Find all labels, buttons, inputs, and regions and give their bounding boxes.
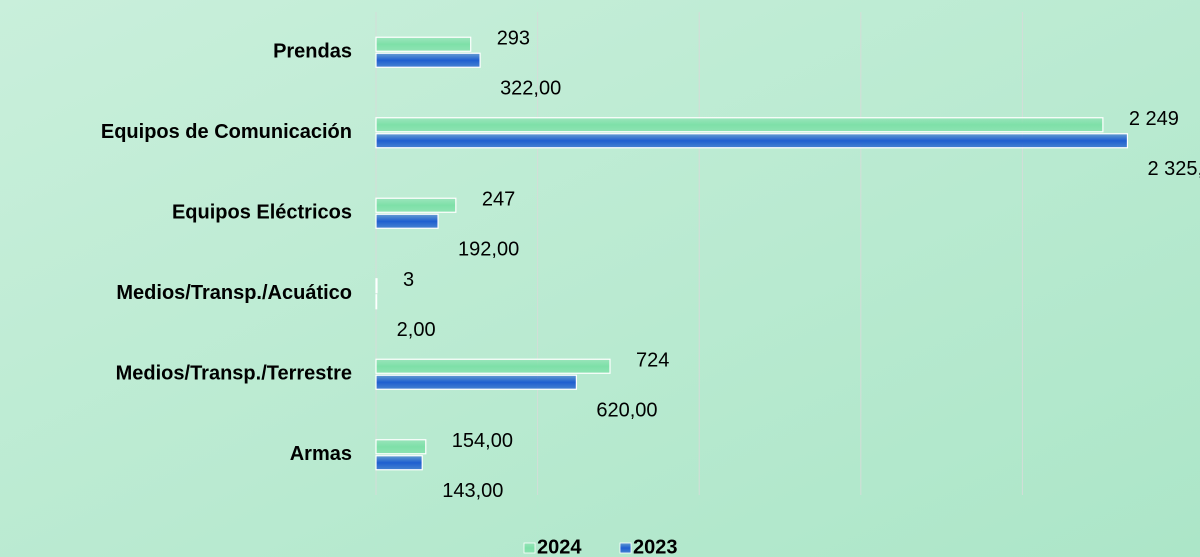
- data-label: 3: [403, 269, 414, 291]
- data-label: 247: [482, 189, 515, 211]
- legend-swatch: [619, 542, 632, 554]
- bar: [375, 358, 611, 374]
- legend-swatch: [523, 542, 536, 554]
- y-tick-label: Equipos Eléctricos: [172, 202, 352, 224]
- bar: [375, 439, 427, 455]
- data-label: 2 249: [1129, 108, 1179, 130]
- data-label: 154,00: [452, 430, 513, 452]
- bar: [375, 197, 457, 213]
- bar: [375, 278, 378, 294]
- legend-label: 2024: [537, 536, 582, 557]
- data-label: 724: [636, 350, 669, 372]
- y-tick-label: Medios/Transp./Terrestre: [116, 363, 352, 385]
- bar: [375, 374, 577, 390]
- bar: [375, 117, 1104, 133]
- bar: [375, 133, 1129, 149]
- y-tick-label: Equipos de Comunicación: [101, 121, 352, 143]
- bar: [375, 455, 423, 471]
- y-tick-label: Prendas: [273, 41, 352, 63]
- data-label: 143,00: [442, 480, 503, 502]
- data-label: 322,00: [500, 78, 561, 100]
- data-label: 293: [497, 28, 530, 50]
- data-label: 192,00: [458, 239, 519, 261]
- bar: [375, 36, 472, 52]
- legend-label: 2023: [633, 536, 678, 557]
- bar: [375, 294, 378, 310]
- data-label: 620,00: [596, 400, 657, 422]
- y-tick-label: Medios/Transp./Acuático: [116, 282, 352, 304]
- y-tick-label: Armas: [290, 443, 352, 465]
- bar: [375, 213, 439, 229]
- data-label: 2 325,00: [1147, 158, 1200, 180]
- bar: [375, 52, 481, 68]
- data-label: 2,00: [397, 319, 436, 341]
